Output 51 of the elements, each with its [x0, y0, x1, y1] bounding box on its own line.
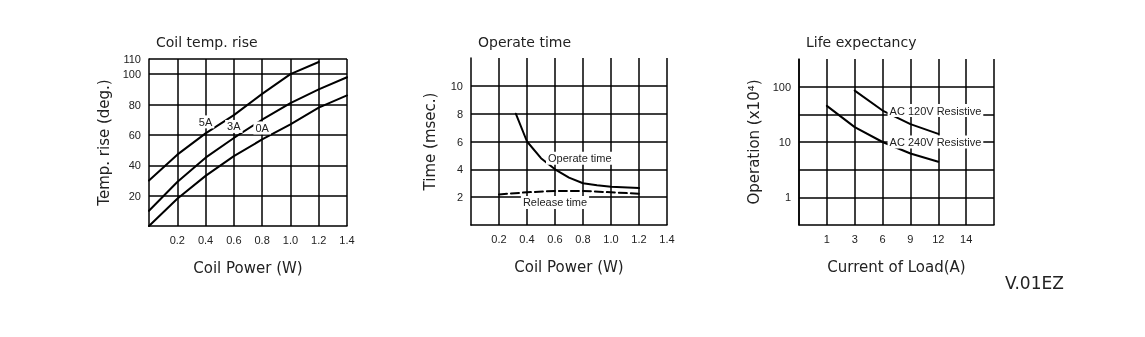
text: V.01EZ — [1005, 273, 1064, 293]
series-label: AC 120V Resistive — [889, 104, 982, 117]
x-tick-label: 1.2 — [311, 233, 327, 246]
x-tick-label: 0.8 — [254, 233, 270, 246]
series-label: 0A — [255, 121, 270, 134]
x-tick-label: 1.0 — [603, 232, 619, 245]
chart-title: Operate time — [478, 34, 572, 50]
series-label: Release time — [522, 196, 588, 209]
y-tick-label: 20 — [128, 189, 141, 202]
chart-title: Life expectancy — [806, 34, 917, 50]
y-tick-label: 110 — [123, 53, 141, 65]
x-tick-label: 0.2 — [491, 232, 507, 245]
x-tick-label: 0.2 — [169, 233, 185, 246]
y-tick-label: 40 — [128, 159, 141, 172]
y-axis-title: Temp. rise (deg.) — [95, 79, 114, 207]
x-tick-label: 1.4 — [339, 233, 355, 246]
x-axis-title: Coil Power (W) — [193, 258, 303, 277]
x-tick-label: 12 — [932, 232, 945, 245]
y-tick-label: 80 — [128, 98, 141, 111]
x-tick-label: 9 — [907, 232, 914, 245]
series-label: Operate time — [548, 152, 612, 165]
x-tick-label: 1.2 — [631, 232, 647, 245]
x-tick-label: 1 — [823, 232, 830, 245]
y-tick-label: 10 — [778, 136, 791, 148]
x-tick-label: 14 — [960, 232, 973, 245]
x-tick-label: 3 — [851, 232, 858, 245]
y-tick-label: 8 — [456, 107, 463, 120]
x-tick-label: 1.0 — [282, 233, 299, 246]
x-tick-label: 0.4 — [519, 232, 535, 245]
y-tick-label: 2 — [456, 191, 463, 204]
series-label: 5A — [198, 115, 213, 128]
series-label: AC 240V Resistive — [889, 136, 982, 148]
y-tick-label: 1 — [784, 191, 791, 204]
y-tick-label: 10 — [450, 79, 463, 92]
y-axis-title: Time (msec.) — [420, 92, 439, 192]
y-axis-title: Operation (x10⁴) — [745, 79, 764, 205]
x-tick-label: 0.8 — [575, 232, 591, 245]
y-tick-label: 100 — [772, 80, 791, 93]
y-tick-label: 6 — [456, 135, 463, 148]
x-axis-title: Current of Load(A) — [827, 257, 966, 276]
x-tick-label: 0.4 — [197, 233, 214, 246]
x-axis-title: Coil Power (W) — [514, 257, 624, 276]
series-label: 3A — [227, 120, 242, 133]
x-tick-label: 0.6 — [226, 233, 242, 246]
y-tick-label: 100 — [122, 68, 141, 81]
x-tick-label: 0.6 — [547, 232, 563, 245]
x-tick-label: 1.4 — [659, 232, 675, 245]
x-tick-label: 6 — [879, 232, 886, 245]
y-tick-label: 60 — [128, 128, 141, 141]
y-tick-label: 4 — [456, 163, 463, 176]
chart-title: Coil temp. rise — [156, 34, 258, 50]
